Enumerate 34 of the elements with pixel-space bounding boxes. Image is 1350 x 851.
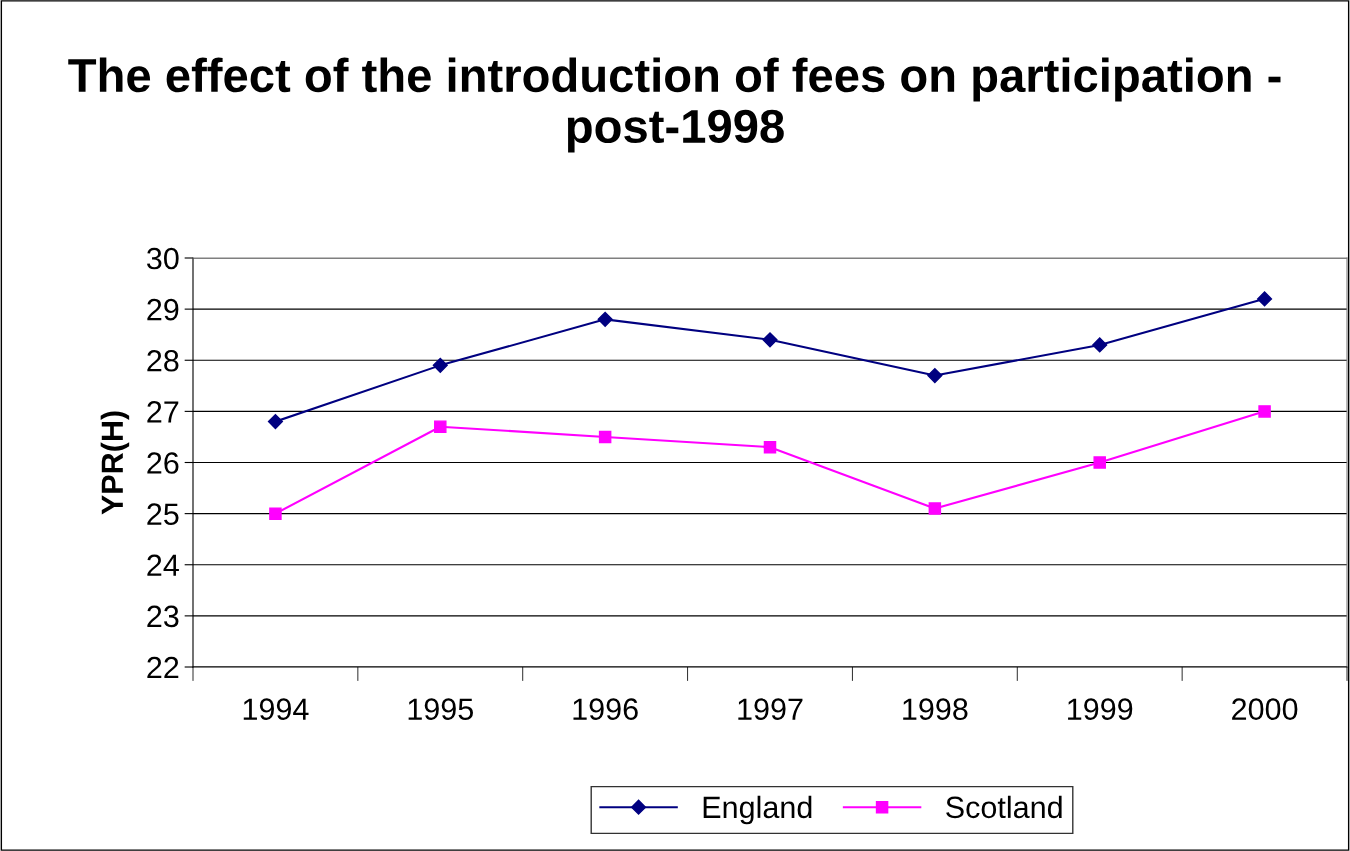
y-tick-label: 30 <box>146 247 179 270</box>
y-tick-label: 23 <box>147 605 179 628</box>
y-tick-label: 22 <box>147 656 179 679</box>
point <box>597 311 613 327</box>
point <box>269 507 282 520</box>
x-tick-label: 1998 <box>903 698 968 720</box>
y-axis-title: YPR(H) <box>100 411 130 515</box>
point <box>1258 405 1271 418</box>
x-tick-label: 1995 <box>408 698 473 720</box>
legend-label: England <box>703 795 812 825</box>
point <box>598 430 612 444</box>
point <box>928 502 942 515</box>
x-tick-label: 1996 <box>573 698 638 720</box>
legend-label: Scotland <box>946 795 1062 819</box>
y-tick-label: 29 <box>147 298 179 321</box>
chart-title: The effect of the introduction of fees on participation - post-1998 <box>68 57 1281 153</box>
point <box>1093 456 1106 469</box>
y-tick-label: 27 <box>147 401 179 423</box>
point <box>1092 337 1108 353</box>
y-tick-label: 24 <box>147 554 179 576</box>
point <box>432 357 448 373</box>
x-tick-label: 1999 <box>1068 698 1133 720</box>
point <box>434 420 447 433</box>
point <box>763 440 777 454</box>
x-tick-label: 2000 <box>1232 698 1298 720</box>
y-tick-label: 26 <box>147 452 179 474</box>
y-tick-label: 25 <box>147 503 179 525</box>
point <box>267 414 283 430</box>
x-tick-label: 1994 <box>243 698 309 720</box>
point <box>762 332 778 348</box>
y-tick-label: 28 <box>147 349 179 372</box>
x-tick-label: 1997 <box>738 698 803 720</box>
point <box>1257 291 1273 307</box>
point <box>927 368 943 384</box>
